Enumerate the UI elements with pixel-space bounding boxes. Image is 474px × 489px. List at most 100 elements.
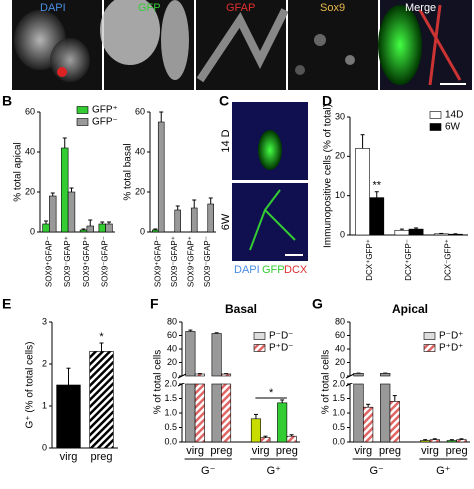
- y-tick-label: 20: [335, 151, 345, 161]
- y-tick-label: 0: [340, 370, 345, 380]
- bar: [86, 225, 94, 233]
- channel-label: GFP: [138, 2, 161, 14]
- panel-letter: G: [312, 296, 323, 312]
- legend-swatch: [429, 123, 442, 131]
- bar: [98, 223, 106, 233]
- bar: [408, 228, 424, 236]
- x-tick-label: DCX⁺GFP⁺: [365, 239, 374, 281]
- y-axis-label: Immunopositive cells (% of total): [323, 104, 334, 248]
- x-tick-label: virg: [60, 451, 78, 463]
- legend-swatch: [423, 332, 436, 340]
- y-tick-label: 60: [25, 106, 35, 116]
- bar: [152, 229, 159, 233]
- y-tick-label: 40: [167, 343, 177, 353]
- group-label: G⁺: [436, 465, 451, 477]
- bar: [211, 383, 222, 443]
- x-tick-label: SOX9⁻GFAP⁻: [101, 236, 110, 287]
- y-axis-label: % total apical: [13, 142, 24, 201]
- bar: [446, 440, 457, 443]
- y-tick-label: 2.0: [332, 378, 345, 388]
- legend-label: P⁻D⁺: [439, 331, 463, 342]
- y-tick-label: 0.5: [332, 422, 345, 432]
- y-tick-label: 20: [167, 357, 177, 367]
- bar: [420, 440, 431, 443]
- bar: [250, 418, 261, 443]
- y-tick-label: 0.0: [164, 436, 177, 446]
- bar: [105, 223, 113, 233]
- bar: [380, 372, 391, 377]
- bar: [207, 203, 214, 233]
- bar: [286, 435, 297, 443]
- legend-label: GFP⁻: [92, 117, 118, 128]
- x-tick-label: SOX9⁺GFAP⁻: [44, 236, 53, 287]
- legend-label: P⁻D⁻: [269, 331, 293, 342]
- chart-title: Basal: [225, 302, 257, 316]
- y-tick-label: 1.0: [332, 407, 345, 417]
- panel-letter: B: [2, 93, 12, 109]
- channel-label: DAPI: [234, 264, 260, 276]
- bar: [89, 351, 114, 449]
- y-tick-label: 0: [172, 370, 177, 380]
- bar: [194, 383, 205, 443]
- panel-c-images: [232, 102, 308, 261]
- legend-swatch: [429, 111, 442, 119]
- bar: [61, 147, 69, 233]
- y-tick-label: 80: [167, 316, 177, 326]
- group-label: G⁻: [369, 465, 384, 477]
- panel-letter: D: [322, 93, 332, 109]
- legend-label: GFP⁺: [92, 105, 118, 116]
- y-tick-label: 2: [42, 358, 47, 368]
- y-tick-label: 30: [335, 111, 345, 121]
- y-tick-label: 60: [135, 106, 145, 116]
- x-tick-label: SOX9⁺GFAP⁺: [82, 236, 91, 287]
- bar: [67, 191, 76, 233]
- x-tick-label: SOX9⁻GFAP⁺: [63, 236, 72, 287]
- y-tick-label: 40: [335, 343, 345, 353]
- channel-label: DCX: [284, 264, 308, 276]
- panel-a-images: [12, 0, 472, 90]
- bar: [194, 373, 205, 377]
- x-tick-label: virg: [421, 445, 439, 457]
- y-tick-label: 0: [340, 229, 345, 239]
- y-tick-label: 20: [25, 186, 35, 196]
- bar: [56, 384, 81, 449]
- bar: [49, 195, 57, 233]
- panel-letter: E: [2, 296, 11, 312]
- bar: [353, 372, 364, 377]
- legend-swatch: [76, 118, 89, 126]
- bar: [221, 383, 232, 443]
- bar: [389, 401, 400, 443]
- y-tick-label: 0: [30, 226, 35, 236]
- bar: [355, 148, 370, 236]
- channel-label: GFP: [262, 264, 285, 276]
- significance-marker: **: [372, 180, 381, 192]
- panel-letter: F: [150, 296, 159, 312]
- bar: [429, 439, 440, 443]
- y-tick-label: 80: [335, 316, 345, 326]
- y-tick-label: 10: [335, 190, 345, 200]
- y-axis-label: % total basal: [123, 143, 134, 200]
- bar: [157, 121, 165, 233]
- panel-letter: A: [2, 1, 12, 17]
- bar: [221, 373, 232, 377]
- significance-marker: *: [269, 387, 274, 399]
- bar: [42, 223, 50, 233]
- x-tick-label: DCX⁺GFP⁻: [404, 239, 413, 281]
- x-tick-label: DCX⁻GFP⁺: [443, 239, 452, 281]
- channel-label: GFAP: [226, 2, 255, 14]
- y-tick-label: 1.5: [164, 393, 177, 403]
- legend-swatch: [253, 332, 266, 340]
- bar: [380, 383, 391, 443]
- x-tick-label: SOX9⁺GFAP⁺: [186, 236, 195, 287]
- y-axis-label: % of total cells: [153, 350, 164, 414]
- bar: [211, 333, 222, 377]
- y-tick-label: 0: [42, 442, 47, 452]
- legend-swatch: [76, 106, 89, 114]
- bar: [353, 383, 364, 443]
- group-label: G⁻: [201, 465, 216, 477]
- y-tick-label: 40: [135, 146, 145, 156]
- x-tick-label: virg: [354, 445, 372, 457]
- x-tick-label: preg: [276, 445, 298, 457]
- bar: [79, 229, 88, 233]
